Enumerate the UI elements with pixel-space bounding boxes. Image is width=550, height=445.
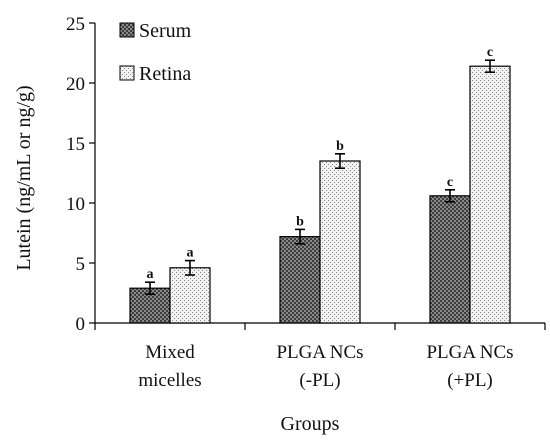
significance-label: b bbox=[336, 139, 344, 154]
y-axis-title: Lutein (ng/mL or ng/g) bbox=[13, 85, 35, 270]
x-category-label: PLGA NCs bbox=[426, 342, 513, 363]
legend-label-serum: Serum bbox=[139, 20, 192, 42]
x-category-label: Mixed bbox=[145, 342, 195, 363]
bar-retina bbox=[169, 267, 211, 324]
bar-retina bbox=[469, 65, 511, 324]
y-tick-label: 25 bbox=[66, 14, 85, 35]
y-tick-label: 10 bbox=[66, 194, 85, 215]
y-tick-label: 5 bbox=[76, 254, 86, 275]
y-tick-label: 0 bbox=[76, 314, 86, 335]
legend-swatch-serum bbox=[119, 22, 135, 38]
y-tick-label: 20 bbox=[66, 74, 85, 95]
legend-label-retina: Retina bbox=[139, 63, 191, 85]
significance-label: c bbox=[447, 175, 453, 190]
legend-swatch-retina bbox=[119, 65, 135, 81]
x-category-label: (-PL) bbox=[299, 370, 340, 391]
bar-serum bbox=[429, 195, 471, 324]
bar-retina bbox=[319, 160, 361, 324]
y-tick-label: 15 bbox=[66, 134, 85, 155]
bar-serum bbox=[279, 236, 321, 324]
significance-label: b bbox=[296, 214, 304, 229]
x-category-label: micelles bbox=[138, 370, 201, 391]
x-category-label: (+PL) bbox=[447, 370, 493, 391]
x-category-label: PLGA NCs bbox=[276, 342, 363, 363]
legend: Serum Retina bbox=[119, 20, 192, 85]
x-axis-title: Groups bbox=[281, 413, 340, 435]
significance-label: a bbox=[147, 267, 154, 282]
significance-label: c bbox=[487, 45, 493, 60]
significance-label: a bbox=[187, 246, 194, 261]
